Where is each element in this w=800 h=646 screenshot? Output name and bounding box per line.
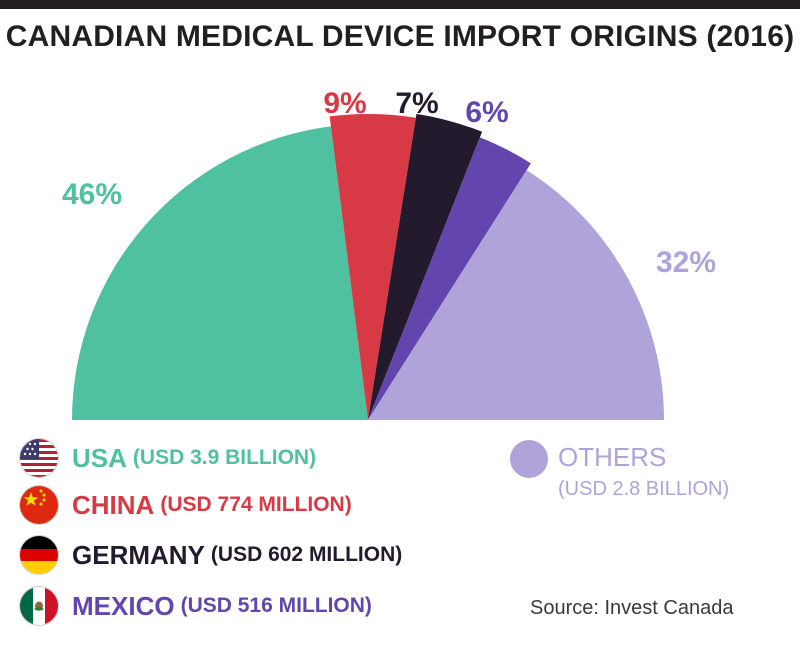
legend-value-mexico: (USD 516 MILLION) (180, 594, 372, 617)
legend-value-china: (USD 774 MILLION) (160, 493, 352, 516)
data-label-china: 9% (323, 87, 366, 120)
legend-item-china: CHINA (USD 774 MILLION) (20, 485, 352, 525)
pie-slice-china (329, 113, 416, 420)
china-flag-icon (20, 486, 58, 524)
legend-item-usa: USA (USD 3.9 BILLION) (20, 438, 316, 478)
top-bar (0, 0, 800, 9)
legend-value-usa: (USD 3.9 BILLION) (132, 446, 317, 469)
legend-label-others: OTHERS (558, 442, 667, 472)
data-label-others: 32% (656, 246, 716, 279)
legend-label-china: CHINA (72, 489, 155, 520)
pie-slice-mexico (368, 137, 531, 420)
usa-flag-icon (20, 439, 58, 477)
source-note: Source: Invest Canada (530, 597, 734, 619)
data-label-mexico: 6% (465, 96, 508, 129)
others-swatch (510, 440, 548, 478)
data-label-usa: 46% (62, 178, 122, 211)
chart-title: CANADIAN MEDICAL DEVICE IMPORT ORIGINS (… (5, 20, 795, 53)
legend-item-germany: GERMANY (USD 602 MILLION) (20, 535, 402, 575)
data-label-germany: 7% (395, 87, 438, 120)
mexico-flag-icon (20, 587, 58, 625)
legend-label-mexico: MEXICO (72, 590, 175, 621)
legend-label-germany: GERMANY (72, 539, 205, 570)
pie-slice-others (368, 170, 664, 420)
legend-value-others: (USD 2.8 BILLION) (558, 478, 730, 500)
pie-slice-germany (368, 113, 483, 420)
legend-label-usa: USA (72, 442, 127, 473)
germany-flag-icon (20, 536, 58, 574)
pie-slice-usa (72, 126, 368, 420)
legend-item-mexico: MEXICO (USD 516 MILLION) (20, 586, 372, 626)
legend-value-germany: (USD 602 MILLION) (210, 543, 403, 566)
